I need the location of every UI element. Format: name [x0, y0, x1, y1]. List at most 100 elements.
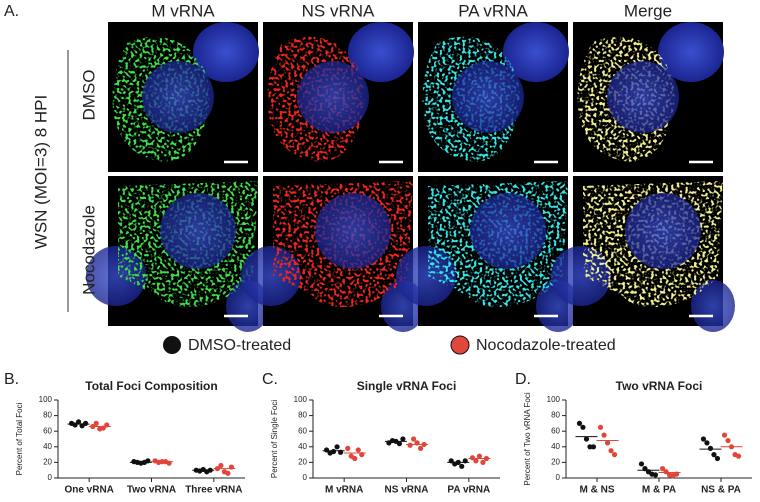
- chart-title: Single vRNA Foci: [357, 379, 457, 393]
- data-point: [352, 455, 358, 462]
- data-point: [663, 469, 669, 475]
- data-point: [225, 470, 231, 476]
- data-point: [652, 472, 659, 478]
- y-tick-label: 60: [43, 426, 52, 435]
- y-tick-label: 40: [43, 442, 52, 451]
- panel-label: A.: [4, 3, 19, 20]
- data-point: [700, 436, 707, 442]
- y-tick-label: 0: [48, 473, 53, 482]
- y-tick-label: 20: [298, 458, 307, 467]
- micrograph: [86, 176, 270, 332]
- data-point: [323, 447, 330, 453]
- y-axis-label: Percent of Two vRNA Foci: [523, 392, 532, 485]
- y-tick-label: 40: [298, 442, 307, 451]
- nucleus: [142, 61, 214, 133]
- data-point: [725, 437, 731, 444]
- data-point: [735, 453, 742, 459]
- data-point: [330, 448, 337, 455]
- data-point: [707, 445, 714, 451]
- data-point: [638, 461, 645, 467]
- y-tick-label: 100: [294, 395, 308, 404]
- data-point: [576, 420, 583, 426]
- y-tick-label: 60: [298, 426, 307, 435]
- data-point: [75, 419, 82, 425]
- data-point: [604, 440, 611, 446]
- micrograph: [418, 22, 569, 172]
- data-point: [659, 466, 666, 472]
- panel-label: D.: [515, 371, 531, 388]
- y-axis-label: Percent of Single Foci: [270, 400, 279, 478]
- y-tick-label: 100: [39, 395, 53, 404]
- data-point: [704, 440, 710, 446]
- data-point: [410, 436, 417, 442]
- data-point: [355, 447, 361, 453]
- nucleus: [625, 193, 701, 269]
- data-point: [583, 436, 590, 442]
- nucleus: [691, 280, 735, 332]
- data-point: [345, 445, 351, 451]
- x-tick-label: PA vRNA: [447, 485, 490, 496]
- legend-label: DMSO-treated: [188, 337, 291, 354]
- micrograph: [396, 176, 580, 332]
- panel-label: B.: [4, 371, 19, 388]
- micrograph: [241, 176, 425, 332]
- x-tick-label: One vRNA: [64, 485, 113, 496]
- nucleus: [658, 22, 724, 82]
- row-label: DMSO: [79, 70, 98, 121]
- x-tick-label: M & PA: [642, 485, 676, 496]
- micrograph: [551, 176, 735, 332]
- chart-title: Total Foci Composition: [85, 379, 217, 393]
- data-point: [590, 444, 597, 450]
- data-point: [218, 462, 224, 469]
- data-point: [469, 455, 476, 461]
- legend-marker: [450, 335, 470, 355]
- legend-label: Nocodazole-treated: [476, 337, 616, 354]
- y-tick-label: 80: [298, 411, 307, 420]
- panel-a: [86, 22, 735, 332]
- y-tick-label: 0: [303, 473, 308, 482]
- data-point: [608, 448, 614, 454]
- legend-marker: [163, 336, 181, 354]
- micrograph: [108, 22, 259, 172]
- x-tick-label: NS & PA: [701, 485, 741, 496]
- nucleus: [452, 61, 524, 133]
- micrograph: [573, 22, 724, 172]
- data-point: [459, 463, 465, 469]
- y-tick-label: 80: [43, 411, 52, 420]
- column-header: M vRNA: [151, 1, 215, 20]
- column-header: NS vRNA: [302, 1, 375, 20]
- data-point: [72, 422, 78, 428]
- data-point: [334, 444, 340, 450]
- x-tick-label: M & NS: [580, 485, 615, 496]
- x-tick-label: Two vRNA: [127, 485, 176, 496]
- micrograph: [263, 22, 414, 172]
- data-point: [721, 432, 728, 438]
- data-point: [480, 459, 486, 465]
- y-tick-label: 80: [551, 411, 560, 420]
- column-header: PA vRNA: [458, 1, 528, 20]
- x-tick-label: M vRNA: [325, 485, 363, 496]
- data-point: [417, 445, 424, 451]
- y-tick-label: 20: [43, 458, 52, 467]
- y-tick-label: 40: [551, 442, 560, 451]
- chart-title: Two vRNA Foci: [616, 379, 703, 393]
- data-point: [601, 432, 607, 438]
- nucleus: [193, 22, 259, 82]
- data-point: [407, 442, 413, 448]
- nucleus: [503, 22, 569, 82]
- data-point: [93, 420, 99, 426]
- data-point: [473, 458, 479, 464]
- data-point: [476, 453, 483, 459]
- data-point: [597, 424, 604, 430]
- data-point: [82, 420, 89, 426]
- nucleus: [297, 61, 369, 133]
- data-point: [711, 452, 717, 458]
- column-header: Merge: [624, 1, 672, 20]
- data-point: [396, 441, 403, 447]
- y-axis-label: Percent of Total Foci: [15, 402, 24, 475]
- y-tick-label: 0: [556, 473, 561, 482]
- y-tick-label: 60: [551, 426, 560, 435]
- y-tick-label: 20: [551, 458, 560, 467]
- row-label: Nocodazole: [79, 205, 98, 295]
